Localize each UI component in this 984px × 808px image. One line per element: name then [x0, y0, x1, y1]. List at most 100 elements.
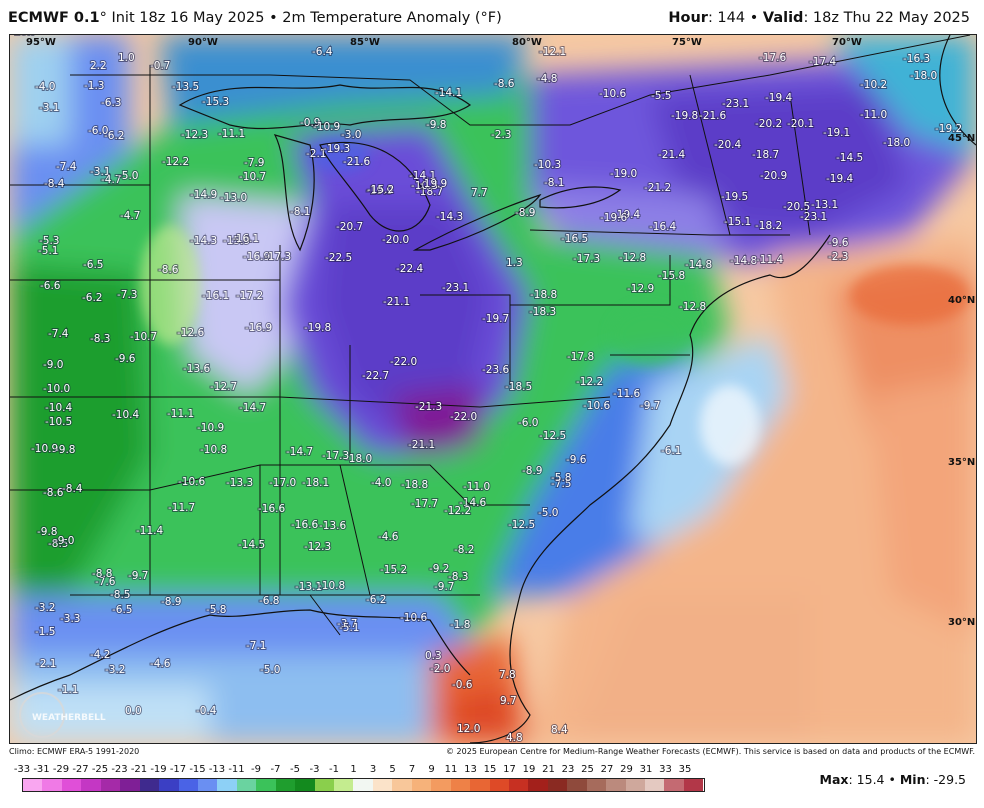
color-scale-swatch [275, 779, 296, 791]
color-scale-swatch [353, 779, 373, 791]
anomaly-value-label: -22.7 [362, 370, 389, 382]
color-scale-swatch [81, 779, 101, 791]
color-scale-swatch [256, 779, 276, 791]
color-scale-swatch [450, 779, 471, 791]
color-scale-tick-label: -7 [270, 764, 281, 775]
anomaly-value-label: -18.8 [401, 479, 428, 491]
anomaly-value-label: -16.6 [258, 503, 285, 515]
anomaly-value-label: -6.5 [112, 604, 133, 616]
color-scale-swatch [372, 779, 393, 791]
anomaly-value-label: 1.3 [506, 257, 523, 269]
anomaly-value-label: -16.9 [243, 251, 270, 263]
anomaly-value-label: -10.8 [200, 444, 227, 456]
color-scale-tick-label: 7 [408, 764, 416, 775]
anomaly-value-label: -19.9 [366, 185, 393, 197]
anomaly-value-label: -19.9 [420, 178, 447, 190]
lat-label-40n: 40°N [948, 295, 975, 306]
anomaly-value-label: -12.1 [539, 46, 566, 58]
anomaly-value-label: -22.0 [450, 411, 477, 423]
anomaly-value-label: -6.8 [259, 595, 280, 607]
anomaly-value-label: -15.9 [223, 235, 250, 247]
anomaly-value-label: -4.7 [120, 210, 141, 222]
anomaly-value-label: -21.6 [699, 110, 726, 122]
anomaly-value-label: -12.3 [181, 129, 208, 141]
anomaly-value-label: -1.8 [450, 619, 471, 631]
anomaly-value-label: -14.7 [286, 446, 313, 458]
political-borders [10, 35, 971, 636]
valid-value: : 18z Thu 22 May 2025 [803, 10, 970, 26]
anomaly-value-label: -1.1 [58, 684, 79, 696]
lon-label-70w: 70°W [832, 37, 862, 48]
anomaly-value-label: -10.4 [112, 409, 139, 421]
anomaly-value-label: 7.8 [499, 669, 516, 681]
anomaly-value-label: -11.6 [613, 388, 640, 400]
anomaly-color-field [10, 35, 976, 743]
anomaly-value-label: -19.8 [304, 322, 331, 334]
anomaly-value-label: -16.6 [291, 519, 318, 531]
anomaly-value-label: -19.3 [323, 143, 350, 155]
color-scale-tick-label: -25 [91, 764, 109, 775]
anomaly-value-label: -8.6 [494, 78, 515, 90]
latitude-labels: 45°N 40°N 35°N 30°N [948, 133, 975, 628]
anomaly-value-label: -19.2 [935, 123, 962, 135]
anomaly-value-label: -10.6 [583, 400, 610, 412]
anomaly-value-label: -7.6 [95, 576, 116, 588]
color-scale-tick-label: 31 [639, 764, 653, 775]
color-scale-swatch [197, 779, 218, 791]
anomaly-value-label: -2.1 [36, 658, 57, 670]
anomaly-value-label: -2.0 [430, 663, 451, 675]
anomaly-value-label: -5.0 [118, 170, 139, 182]
anomaly-value-label: -11.4 [136, 525, 163, 537]
anomaly-value-label: -3.1 [39, 102, 60, 114]
color-scale-tick-label: -3 [309, 764, 320, 775]
anomaly-value-label: -5.1 [339, 622, 360, 634]
anomaly-value-label: -0.4 [196, 705, 217, 717]
anomaly-value-label: -4.6 [150, 658, 171, 670]
anomaly-value-label: -7.4 [48, 328, 69, 340]
anomaly-value-label: -6.2 [366, 594, 387, 606]
color-scale-swatch [586, 779, 607, 791]
anomaly-value-label: -14.7 [239, 402, 266, 414]
anomaly-value-label: -23.1 [442, 282, 469, 294]
anomaly-value-label: -12.8 [679, 301, 706, 313]
anomaly-value-label: -4.2 [90, 649, 111, 661]
color-scale-swatch [567, 779, 587, 791]
color-scale-swatch [23, 779, 43, 791]
color-scale-swatch [334, 779, 354, 791]
max-label: Max [819, 772, 849, 787]
anomaly-value-label: -4.0 [35, 81, 56, 93]
anomaly-value-label: -5.8 [551, 472, 572, 484]
anomaly-value-label: -5.8 [206, 604, 227, 616]
anomaly-value-label: -23.6 [482, 364, 509, 376]
color-scale-tick-label: -13 [208, 764, 226, 775]
anomaly-value-label: 1.0 [118, 52, 135, 64]
anomaly-value-label: -17.3 [573, 253, 600, 265]
anomaly-value-label: -1.3 [84, 80, 105, 92]
anomaly-value-label: -2.1 [306, 148, 327, 160]
color-scale-swatch [120, 779, 140, 791]
anomaly-value-label: -19.0 [610, 168, 637, 180]
anomaly-value-label: -21.4 [658, 149, 685, 161]
lon-label-85w: 85°W [350, 37, 380, 48]
valid-separator: • [745, 10, 763, 26]
anomaly-value-label: -8.6 [158, 264, 179, 276]
anomaly-value-label: -17.2 [236, 290, 263, 302]
color-scale-tick-label: 9 [428, 764, 435, 775]
anomaly-value-label: -8.3 [448, 571, 469, 583]
color-scale-tick-label: 1 [350, 764, 357, 775]
anomaly-value-label: -20.0 [382, 234, 409, 246]
anomaly-value-label: -4.7 [101, 174, 122, 186]
anomaly-value-label: -9.0 [54, 535, 75, 547]
anomaly-value-label: -14.8 [685, 259, 712, 271]
anomaly-value-label: -15.2 [380, 564, 407, 576]
color-scale-tick-label: -9 [251, 764, 261, 775]
anomaly-value-label: -18.7 [752, 149, 779, 161]
weatherbell-logo: WEATHERBELL [19, 692, 106, 738]
anomaly-value-label: -19.4 [613, 209, 640, 221]
anomaly-value-label: -8.9 [522, 465, 543, 477]
anomaly-map: 95°W 90°W 85°W 80°W 75°W 70°W 45°N 40°N … [9, 34, 977, 744]
color-scale-tick-label: 5 [389, 764, 396, 775]
anomaly-value-label: -14.5 [238, 539, 265, 551]
color-scale-tick-label: -1 [329, 764, 339, 775]
anomaly-value-label: -13.0 [220, 192, 247, 204]
